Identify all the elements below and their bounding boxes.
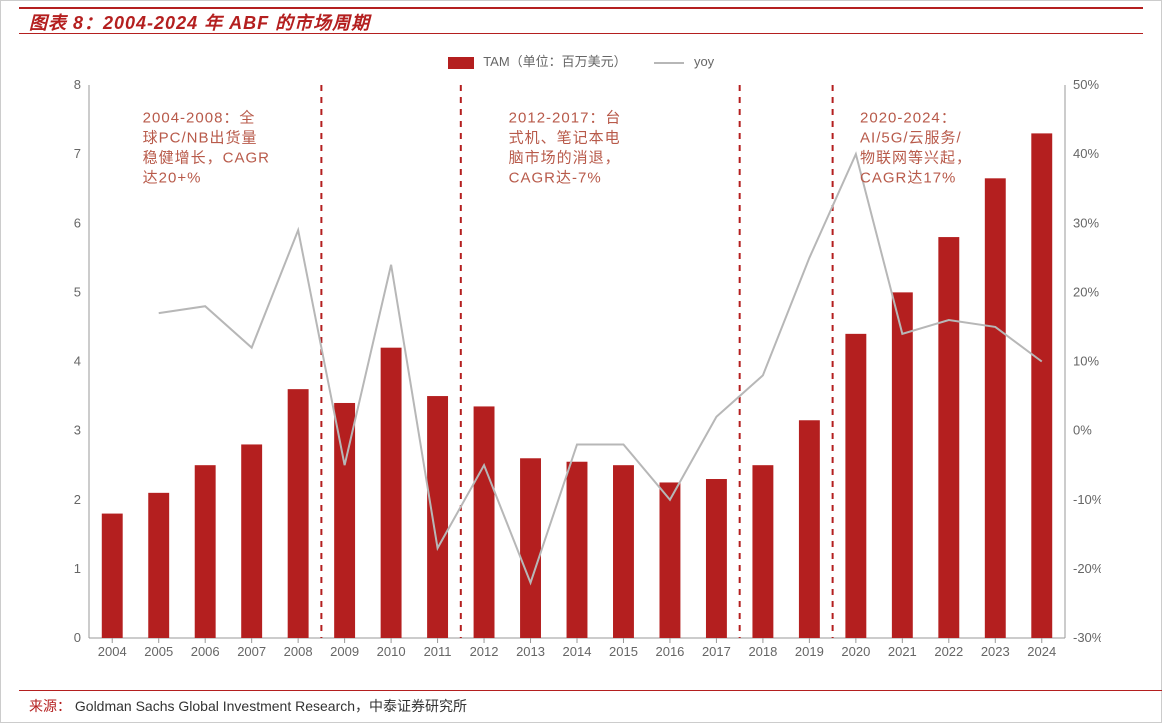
bar (288, 389, 309, 638)
y-right-tick: 30% (1073, 215, 1099, 230)
x-tick: 2014 (563, 644, 592, 659)
x-tick: 2024 (1027, 644, 1056, 659)
y-left-tick: 5 (74, 284, 81, 299)
x-tick: 2009 (330, 644, 359, 659)
chart-svg: 0 1 2 3 4 5 6 7 8 -30% -20% -10% 0% 10% 20% 30% 40% 50% 20… (61, 79, 1101, 666)
title-bar: 图表 8：2004-2024 年 ABF 的市场周期 (1, 1, 1161, 37)
bar (195, 465, 216, 638)
y-left-tick: 1 (74, 561, 81, 576)
bar (567, 462, 588, 638)
bar (845, 334, 866, 638)
bar (241, 444, 262, 638)
x-tick: 2007 (237, 644, 266, 659)
bar (613, 465, 634, 638)
legend: TAM（单位：百万美元） yoy (1, 51, 1161, 70)
y-right-tick: 20% (1073, 284, 1099, 299)
x-tick: 2015 (609, 644, 638, 659)
source-label: 来源： (29, 698, 71, 714)
y-right-tick: 0% (1073, 423, 1092, 438)
y-left-tick: 0 (74, 630, 81, 645)
source-line: 来源： Goldman Sachs Global Investment Rese… (29, 696, 467, 716)
annotation: 2020-2024：AI/5G/云服务/物联网等兴起，CAGR达17% (860, 110, 972, 187)
x-tick: 2017 (702, 644, 731, 659)
y-left-tick: 6 (74, 215, 81, 230)
y-right-tick: -30% (1073, 630, 1101, 645)
y-right-tick: -10% (1073, 492, 1101, 507)
y-left-tick: 8 (74, 79, 81, 92)
chart-title: 图表 8：2004-2024 年 ABF 的市场周期 (29, 9, 370, 35)
x-tick: 2011 (424, 644, 452, 659)
bar (427, 396, 448, 638)
bar (334, 403, 355, 638)
legend-line-swatch (654, 62, 684, 64)
x-tick: 2016 (655, 644, 684, 659)
bar (938, 237, 959, 638)
source-rule (19, 690, 1162, 691)
y-right-tick: -20% (1073, 561, 1101, 576)
bar (1031, 133, 1052, 638)
bar (148, 493, 169, 638)
bar (102, 514, 123, 638)
x-tick: 2018 (748, 644, 777, 659)
y-right-tick: 10% (1073, 354, 1099, 369)
y-left-tick: 3 (74, 423, 81, 438)
legend-bar-label: TAM（单位：百万美元） (483, 54, 626, 69)
x-tick: 2010 (377, 644, 406, 659)
legend-bar-swatch (448, 57, 474, 69)
x-tick: 2005 (144, 644, 173, 659)
legend-line-label: yoy (694, 54, 714, 69)
bar (799, 420, 820, 638)
bar (474, 406, 495, 638)
plot-area: 0 1 2 3 4 5 6 7 8 -30% -20% -10% 0% 10% 20% 30% 40% 50% 20… (61, 79, 1101, 666)
source-text: Goldman Sachs Global Investment Research… (75, 698, 467, 714)
bar (752, 465, 773, 638)
annotation: 2004-2008：全球PC/NB出货量稳健增长，CAGR达20+% (143, 109, 270, 187)
y-right-tick: 50% (1073, 79, 1099, 92)
y-left-tick: 7 (74, 146, 81, 161)
x-tick: 2013 (516, 644, 545, 659)
x-tick: 2020 (841, 644, 870, 659)
bar (892, 292, 913, 638)
x-tick: 2006 (191, 644, 220, 659)
x-tick: 2004 (98, 644, 127, 659)
bar (706, 479, 727, 638)
annotation: 2012-2017：台式机、笔记本电脑市场的消退，CAGR达-7% (509, 110, 622, 187)
x-tick: 2008 (284, 644, 313, 659)
y-right-tick: 40% (1073, 146, 1099, 161)
bar (985, 178, 1006, 638)
title-rule-bottom (19, 33, 1143, 34)
y-left-tick: 4 (74, 354, 81, 369)
bar (381, 348, 402, 638)
x-tick: 2023 (981, 644, 1010, 659)
chart-figure: 图表 8：2004-2024 年 ABF 的市场周期 TAM（单位：百万美元） … (0, 0, 1162, 723)
x-tick: 2021 (888, 644, 917, 659)
x-tick: 2012 (470, 644, 499, 659)
bar (659, 482, 680, 638)
x-tick: 2019 (795, 644, 824, 659)
y-left-tick: 2 (74, 492, 81, 507)
bar (520, 458, 541, 638)
x-tick: 2022 (934, 644, 963, 659)
